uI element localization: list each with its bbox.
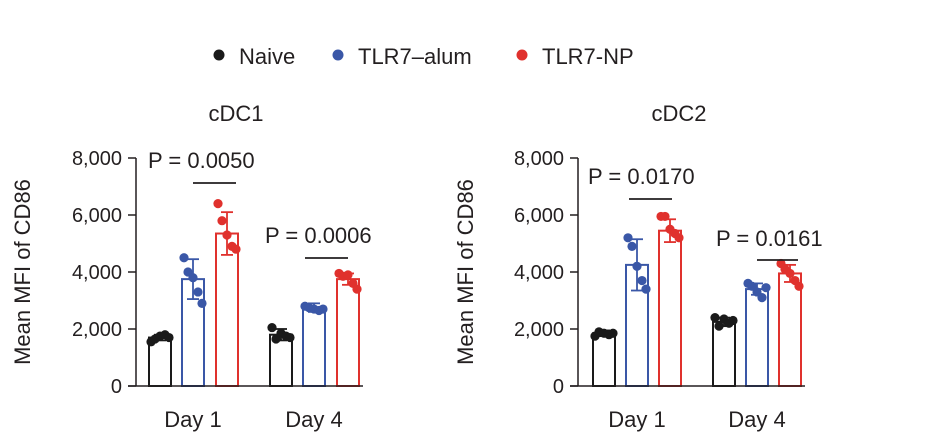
data-point [213,199,223,209]
data-point [674,233,684,243]
bar [712,320,736,387]
bar [592,332,616,387]
data-point [197,298,207,308]
legend-label-1: TLR7–alum [358,44,472,69]
data-point [164,332,174,343]
x-tick-label: Day 1 [608,407,665,432]
y-axis-label: Mean MFI of CD86 [453,179,478,365]
data-point [188,273,198,283]
data-point [637,275,647,286]
data-point [641,284,651,294]
legend: Naive TLR7–alum TLR7-NP [213,44,634,69]
chart-panel-cdc2: cDC2 Mean MFI of CD86 0 2,000 4,000 6,000 8,00… [453,101,823,432]
x-tick-label: Day 4 [285,407,342,432]
y-tick-label: 6,000 [514,205,564,227]
bar [745,288,769,388]
y-tick-label: 4,000 [514,262,564,284]
data-point [318,304,328,314]
data-point [267,322,277,333]
data-point [193,287,203,297]
data-point [352,284,362,294]
data-point [608,328,618,338]
p-value-annotation: P = 0.0050 [148,148,255,173]
data-point [785,268,795,279]
data-point [285,332,295,343]
y-tick-label: 4,000 [72,262,122,284]
legend-dot-2 [516,49,528,61]
bar [336,278,360,387]
y-tick-label: 2,000 [72,319,122,341]
bar [658,229,682,387]
legend-label-2: TLR7-NP [542,44,634,69]
p-value-annotation: P = 0.0170 [588,164,695,189]
x-tick-label: Day 1 [164,407,221,432]
y-tick-label: 8,000 [72,148,122,170]
bar [302,306,326,387]
chart-panel-cdc1: cDC1 Mean MFI of CD86 0 2,000 4,000 6,000 8,00… [10,101,372,432]
data-point [217,216,227,226]
data-point [627,241,637,251]
legend-dot-1 [332,49,344,61]
x-tick-label: Day 4 [728,407,785,432]
p-value-annotation: P = 0.0006 [265,223,372,248]
data-point [231,244,241,254]
y-tick-label: 2,000 [514,319,564,341]
data-point [757,293,767,303]
data-point [623,233,633,243]
data-point [710,313,720,323]
data-point [179,253,189,263]
y-tick-label: 0 [111,376,122,398]
bar [215,232,239,387]
chart-title: cDC2 [651,101,706,126]
data-point [714,321,724,331]
legend-label-0: Naive [239,44,295,69]
data-point [222,230,232,240]
data-point [761,283,771,293]
y-tick-label: 0 [553,376,564,398]
data-point [343,270,353,280]
data-point [728,315,738,326]
p-value-annotation: P = 0.0161 [716,226,823,251]
legend-dot-0 [213,49,225,61]
data-point [794,281,804,291]
y-tick-label: 8,000 [514,148,564,170]
data-point [660,211,670,222]
y-axis-label: Mean MFI of CD86 [10,179,35,365]
data-point [632,261,642,271]
y-tick-label: 6,000 [72,205,122,227]
chart-title: cDC1 [208,101,263,126]
